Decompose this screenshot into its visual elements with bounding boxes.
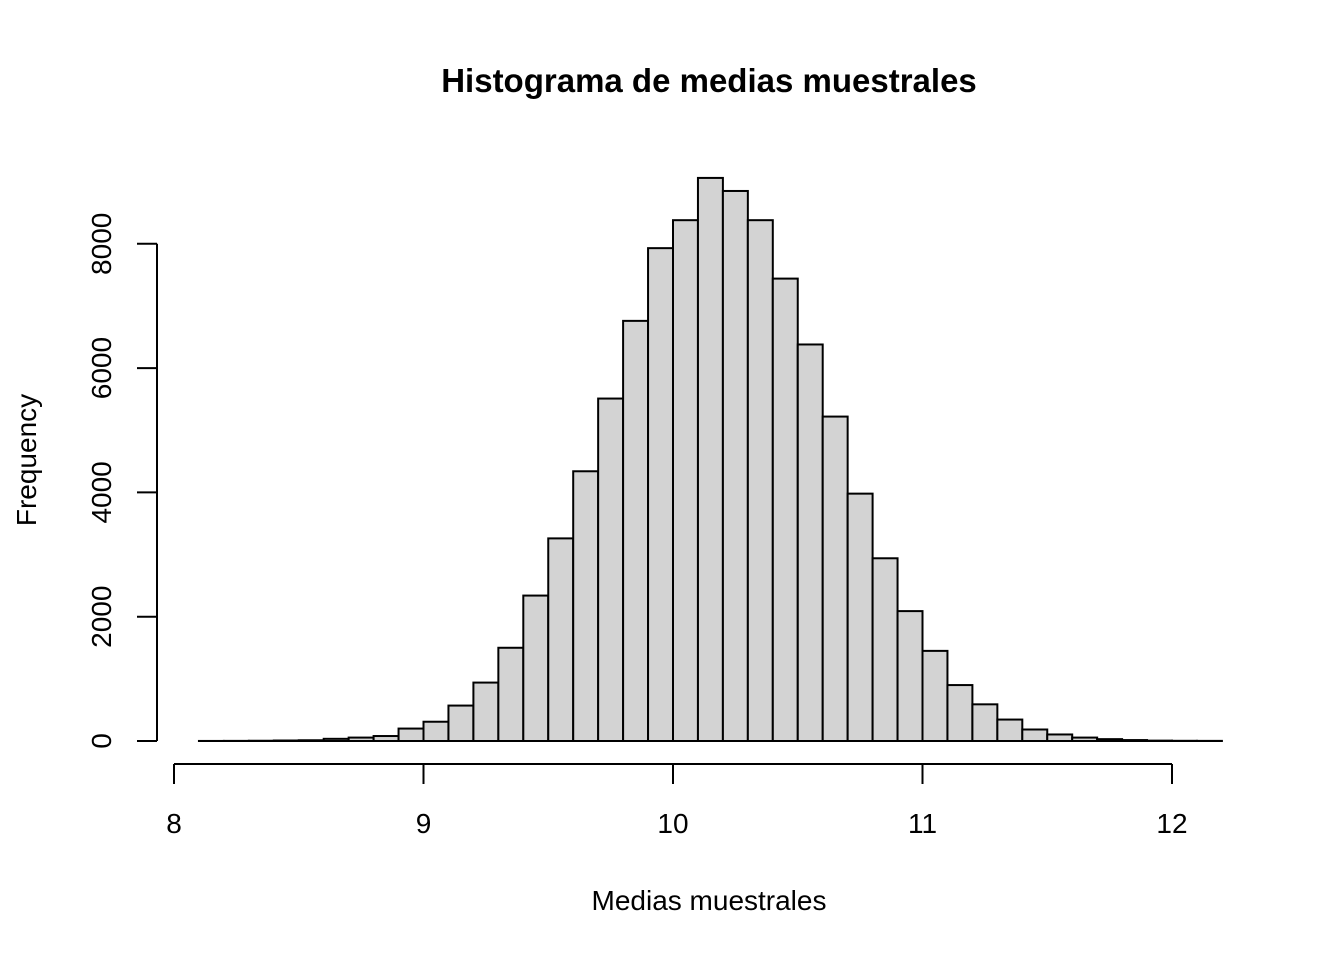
y-tick-label: 0 bbox=[86, 733, 117, 749]
x-tick-label: 9 bbox=[416, 808, 432, 839]
histogram-bar bbox=[597, 397, 625, 742]
histogram-bar bbox=[896, 610, 924, 742]
histogram-bar bbox=[547, 537, 575, 743]
y-tick-label: 4000 bbox=[86, 461, 117, 523]
histogram-bar bbox=[971, 703, 999, 743]
histogram-bar bbox=[372, 735, 400, 743]
histogram-bar bbox=[622, 319, 650, 742]
histogram-bar bbox=[946, 684, 974, 743]
x-tick-label: 12 bbox=[1156, 808, 1187, 839]
histogram-bar bbox=[921, 649, 949, 743]
histogram-bar bbox=[497, 646, 525, 743]
y-tick-label: 2000 bbox=[86, 586, 117, 648]
histogram-bar bbox=[1121, 739, 1149, 743]
histogram-bar bbox=[1071, 736, 1099, 743]
histogram-bars bbox=[197, 176, 1223, 743]
histogram-bar bbox=[796, 343, 824, 742]
histogram-bar bbox=[447, 704, 475, 743]
histogram-bar bbox=[422, 720, 450, 742]
histogram-bar bbox=[672, 219, 699, 742]
histogram-bar bbox=[821, 415, 849, 742]
histogram-bar bbox=[297, 739, 325, 742]
histogram-bar bbox=[572, 470, 600, 742]
y-tick-label: 6000 bbox=[86, 337, 117, 399]
y-tick-label: 8000 bbox=[86, 213, 117, 275]
histogram-bar bbox=[1096, 738, 1124, 743]
histogram-bar bbox=[771, 277, 799, 742]
histogram-bar bbox=[322, 737, 350, 743]
histogram-bar bbox=[347, 736, 375, 743]
histogram-bar bbox=[522, 594, 550, 742]
x-axis-label: Medias muestrales bbox=[592, 885, 827, 916]
histogram-bar bbox=[746, 219, 774, 742]
y-axis: 0 2000 4000 6000 8000 bbox=[86, 213, 158, 749]
histogram-bar bbox=[647, 247, 674, 742]
histogram-bar bbox=[846, 492, 874, 743]
histogram-bar bbox=[472, 681, 500, 743]
histogram-bar bbox=[1046, 733, 1074, 742]
histogram-bar bbox=[1021, 728, 1049, 742]
x-axis: 8 9 10 11 12 bbox=[166, 763, 1188, 839]
histogram-bar bbox=[871, 557, 899, 743]
histogram-bar bbox=[696, 176, 724, 743]
histogram-bar bbox=[721, 189, 749, 743]
histogram-bar bbox=[996, 718, 1024, 742]
x-tick-label: 8 bbox=[166, 808, 182, 839]
x-tick-label: 11 bbox=[908, 808, 937, 839]
x-tick-label: 10 bbox=[657, 808, 688, 839]
chart-title: Histograma de medias muestrales bbox=[441, 62, 977, 99]
histogram-bar bbox=[397, 727, 425, 743]
histogram-bar bbox=[272, 739, 300, 742]
y-axis-label: Frequency bbox=[11, 394, 42, 526]
